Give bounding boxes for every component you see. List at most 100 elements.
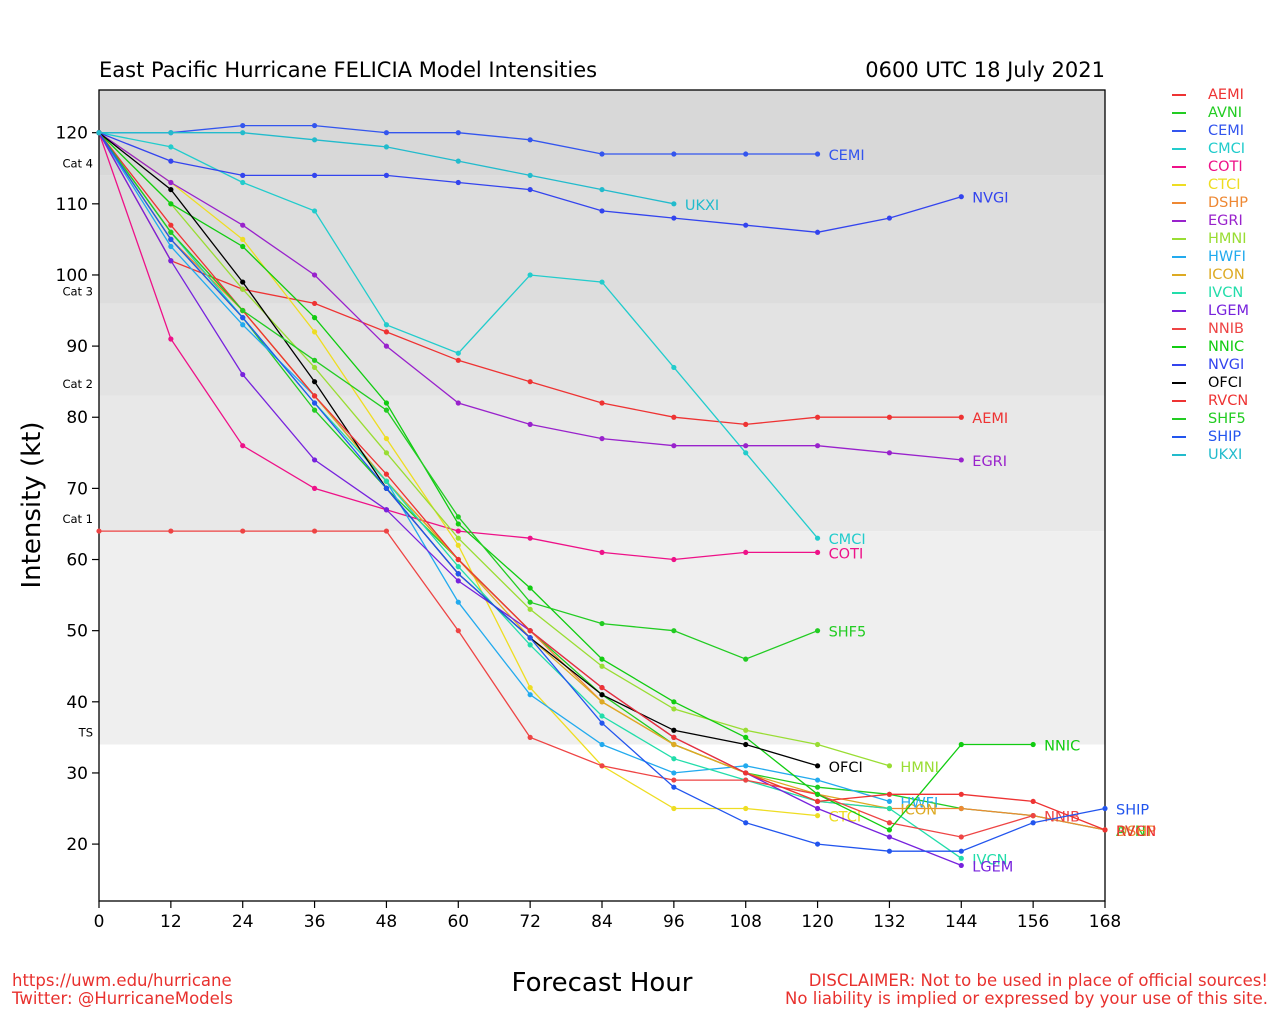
end-label-nnic: NNIC (1044, 738, 1080, 754)
point-aemi-7 (599, 400, 605, 406)
point-nnic-7 (599, 656, 605, 662)
point-cemi-2 (240, 122, 246, 129)
point-ship-9 (743, 820, 749, 826)
point-aemi-4 (383, 329, 390, 335)
point-coti-3 (311, 485, 318, 491)
point-hwfi-10 (814, 777, 821, 783)
y-axis-label: Intensity (kt) (17, 421, 47, 589)
legend-item-avni: AVNI (1172, 104, 1249, 122)
point-nnic-10 (814, 791, 821, 797)
legend-swatch (1172, 238, 1186, 240)
footer-url[interactable]: https://uwm.edu/hurricane (12, 971, 232, 990)
point-hmni-6 (527, 606, 533, 612)
end-label-dshp: DSHP (1116, 824, 1156, 840)
end-label-aemi: AEMI (972, 411, 1008, 427)
point-lgem-12 (958, 862, 964, 869)
point-ofci-7 (599, 692, 605, 698)
legend-label: SHF5 (1208, 411, 1246, 427)
legend-label: LGEM (1208, 303, 1249, 319)
point-cmci-6 (527, 272, 533, 278)
point-dshp-12 (958, 805, 964, 812)
legend-label: HMNI (1208, 231, 1247, 247)
series-shf5: SHF5 (96, 130, 866, 662)
point-nvgi-5 (455, 179, 461, 186)
legend-swatch (1172, 148, 1186, 150)
y-tick-label-9: 110 (56, 195, 88, 215)
series-line-hmni (98, 132, 890, 767)
legend-item-ivcn: IVCN (1172, 284, 1249, 302)
point-ofci-8 (671, 727, 677, 733)
point-coti-1 (168, 336, 174, 342)
point-nnib-0 (96, 528, 102, 534)
point-coti-8 (671, 556, 677, 563)
legend-item-lgem: LGEM (1172, 302, 1249, 320)
point-ivcn-5 (455, 564, 461, 570)
x-tick-label-7: 84 (591, 912, 613, 932)
category-label-2: Cat 2 (62, 377, 93, 391)
series-line-nnib (99, 530, 1034, 838)
point-ship-1 (168, 236, 174, 242)
point-ivcn-4 (383, 478, 390, 484)
point-shf5-7 (599, 620, 605, 627)
y-tick-label-5: 70 (66, 479, 88, 499)
point-ship-8 (671, 784, 677, 790)
point-nvgi-8 (671, 215, 677, 221)
point-nvgi-2 (240, 172, 246, 178)
legend-label: OFCI (1208, 375, 1243, 391)
point-rvcn-8 (671, 734, 677, 740)
chart-datetime: 0600 UTC 18 July 2021 (865, 58, 1105, 82)
end-label-ukxi: UKXI (685, 198, 719, 214)
x-tick-label-5: 60 (447, 912, 469, 932)
legend-item-shf5: SHF5 (1172, 410, 1249, 428)
legend-swatch (1172, 184, 1186, 186)
point-aemi-6 (527, 379, 533, 385)
point-coti-7 (599, 549, 605, 556)
point-nnic-8 (671, 699, 677, 705)
point-nnib-8 (671, 777, 677, 783)
point-hmni-2 (240, 286, 246, 292)
x-tick-label-3: 36 (304, 912, 326, 932)
point-nnib-11 (886, 820, 893, 826)
point-rvcn-14 (1102, 827, 1108, 833)
end-label-cemi: CEMI (829, 148, 865, 164)
point-ofci-9 (743, 741, 749, 748)
x-tick-label-4: 48 (376, 912, 398, 932)
point-nnib-5 (455, 628, 461, 634)
legend-swatch (1172, 310, 1186, 312)
point-nnic-5 (455, 521, 461, 527)
legend-swatch (1172, 220, 1186, 222)
legend-label: CTCI (1208, 177, 1241, 193)
point-nvgi-3 (311, 172, 318, 178)
point-rvcn-7 (599, 684, 605, 691)
point-egri-1 (168, 179, 174, 186)
point-nnic-12 (958, 741, 964, 748)
point-rvcn-1 (168, 222, 174, 228)
footer-twitter[interactable]: Twitter: @HurricaneModels (12, 989, 233, 1008)
legend-label: CEMI (1208, 123, 1245, 139)
series-nvgi: NVGI (96, 130, 1009, 235)
category-label-3: Cat 3 (62, 284, 93, 298)
point-coti-10 (814, 549, 821, 556)
point-rvcn-12 (958, 791, 964, 797)
point-aemi-9 (743, 421, 749, 427)
point-ctci-6 (527, 684, 533, 691)
legend-item-hmni: HMNI (1172, 230, 1249, 248)
legend-item-nnic: NNIC (1172, 338, 1249, 356)
legend-item-coti: COTI (1172, 158, 1249, 176)
series-egri: EGRI (96, 130, 1007, 470)
point-rvcn-11 (886, 791, 893, 797)
point-ivcn-7 (599, 713, 605, 719)
point-hwfi-2 (240, 322, 246, 328)
point-nnic-9 (743, 734, 749, 740)
legend-label: NVGI (1208, 357, 1245, 373)
point-lgem-2 (240, 371, 246, 378)
point-ship-7 (599, 720, 605, 726)
point-egri-10 (814, 443, 821, 449)
x-tick-label-10: 120 (801, 912, 833, 932)
point-ctci-10 (814, 813, 821, 819)
end-label-nvgi: NVGI (972, 191, 1008, 207)
end-label-coti: COTI (829, 546, 864, 562)
y-tick-label-1: 30 (66, 764, 88, 784)
legend-item-aemi: AEMI (1172, 86, 1249, 104)
legend-label: NNIB (1208, 321, 1244, 337)
